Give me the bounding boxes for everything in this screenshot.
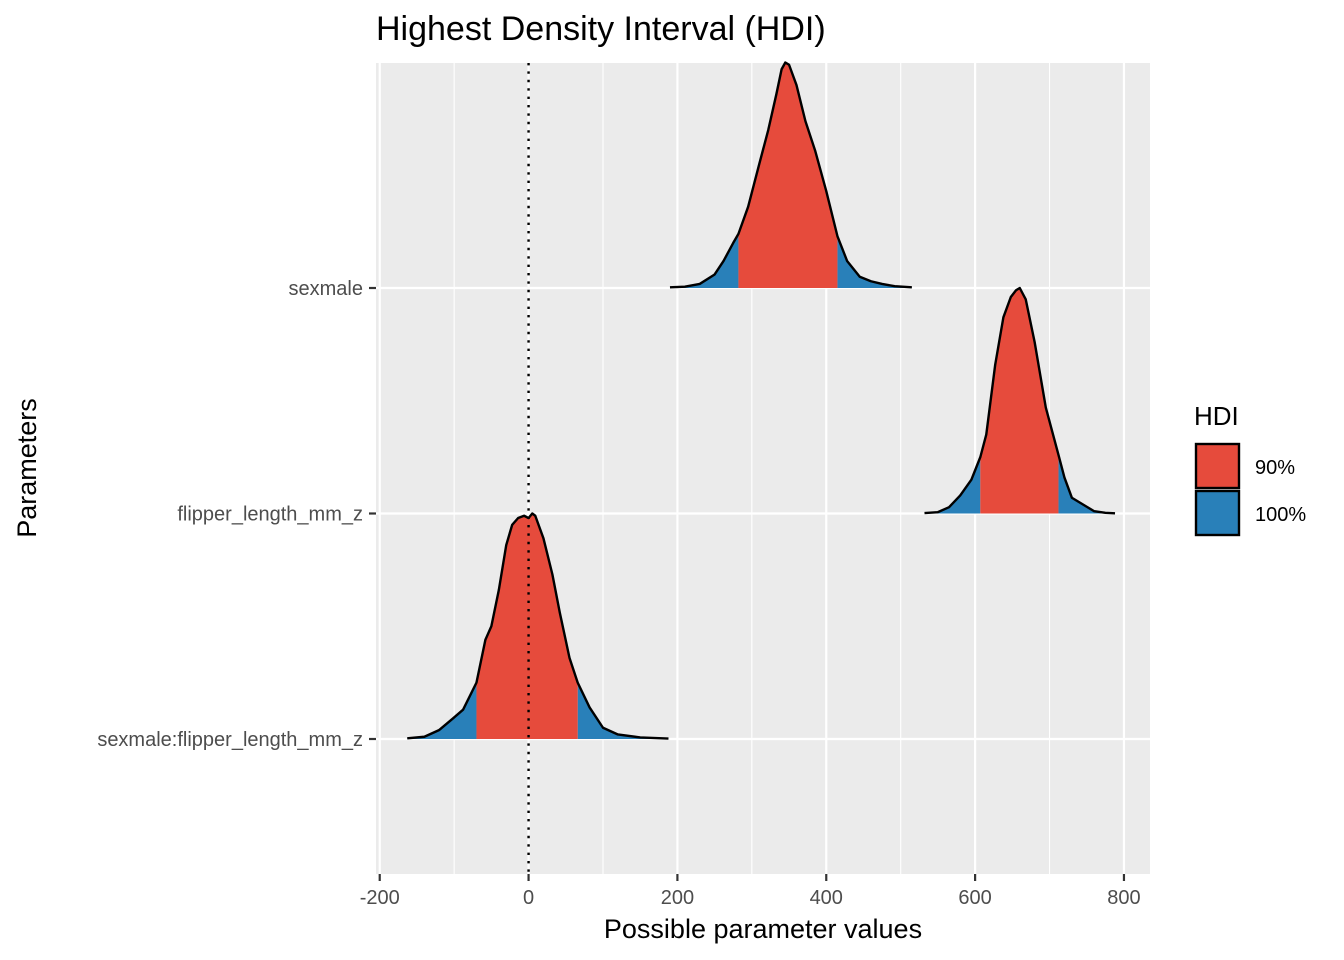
legend-key-hdi-100 — [1194, 489, 1241, 537]
x-axis-title: Possible parameter values — [604, 914, 922, 944]
legend-title: HDI — [1194, 401, 1239, 431]
legend: HDI 90% 100% — [1194, 401, 1306, 537]
hdi-100-left-region — [924, 457, 981, 514]
density-ridges — [407, 61, 1116, 740]
ridge-sexmale-flipper-length-mm-z — [407, 512, 669, 740]
legend-label: 90% — [1255, 457, 1295, 479]
density-outline — [924, 286, 1116, 515]
hdi-100-left-region — [407, 682, 477, 739]
y-axis-title: Parameters — [12, 398, 42, 538]
x-tick-label: 800 — [1107, 887, 1140, 909]
y-tick-label: sexmale — [289, 278, 363, 300]
chart-title: Highest Density Interval (HDI) — [376, 10, 826, 48]
ridge-flipper-length-mm-z — [924, 286, 1116, 515]
density-outline — [669, 61, 912, 289]
x-tick-label: 600 — [958, 887, 991, 909]
hdi-90-region — [476, 513, 578, 739]
legend-key-hdi-90 — [1194, 442, 1241, 490]
hdi-90-region — [738, 62, 838, 288]
x-tick-label: -200 — [360, 887, 400, 909]
ridge-sexmale — [669, 61, 912, 289]
x-tick-label: 200 — [661, 887, 694, 909]
y-axis: sexmale flipper_length_mm_z sexmale:flippe… — [97, 278, 376, 751]
x-tick-label: 400 — [810, 887, 843, 909]
x-tick-label: 0 — [523, 887, 534, 909]
y-tick-label: flipper_length_mm_z — [177, 504, 363, 526]
y-tick-label: sexmale:flipper_length_mm_z — [97, 729, 363, 751]
hdi-100-right-region — [837, 236, 912, 288]
x-axis: -200 0 200 400 600 800 — [360, 874, 1141, 909]
density-outline — [407, 512, 669, 740]
hdi-100-left-region — [669, 233, 739, 288]
legend-label: 100% — [1255, 504, 1306, 526]
